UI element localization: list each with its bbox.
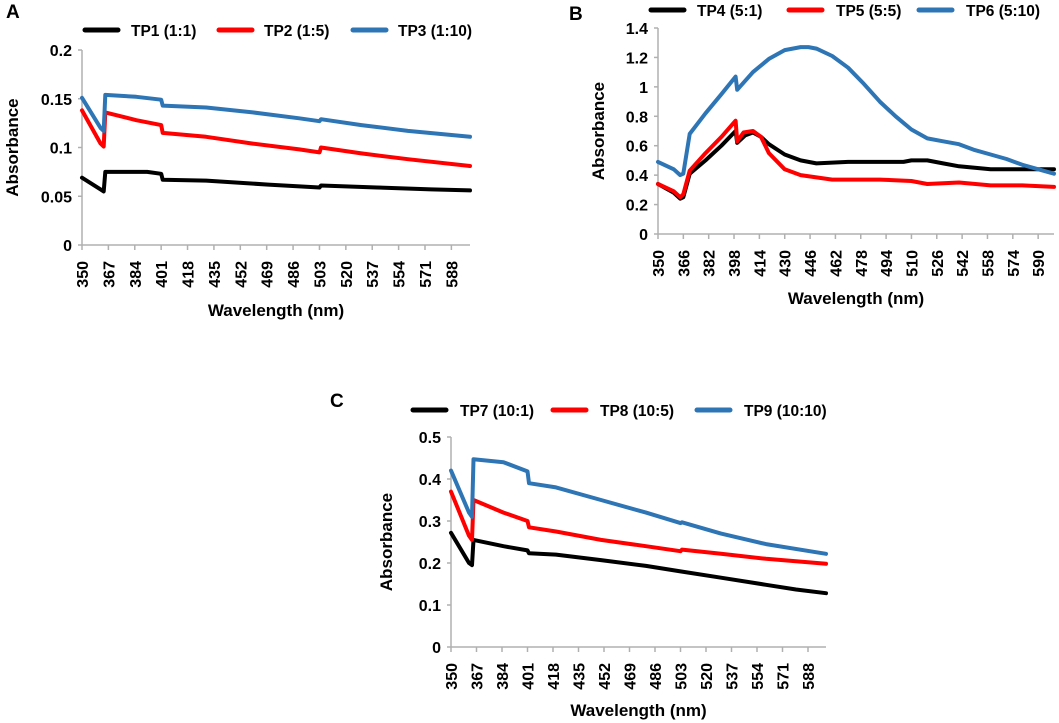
y-axis-title: Absorbance <box>377 493 396 591</box>
legend-label: TP1 (1:1) <box>131 23 196 40</box>
y-axis-title: Absorbance <box>589 82 608 180</box>
x-tick-label: 503 <box>674 663 691 690</box>
x-tick-label: 590 <box>1031 250 1048 277</box>
x-tick-label: 398 <box>727 250 744 277</box>
series-line-tp2 <box>80 108 472 168</box>
x-tick-label: 384 <box>128 261 145 288</box>
chart-panel-a: 0 0.05 0.1 0.15 0.2 350 367 384 401 418 435 452 469 4… <box>3 23 472 320</box>
x-tick-label: 366 <box>676 250 693 277</box>
x-tick-label: 469 <box>623 663 640 690</box>
chart-panel-b: 0 0.2 0.4 0.6 0.8 1 1.2 1.4 350 366 382 398 414 430 44… <box>589 3 1056 308</box>
y-tick-label: 0.2 <box>419 556 441 573</box>
y-tick-label: 0 <box>432 640 441 657</box>
x-tick-label: 558 <box>980 250 997 277</box>
x-tick-label: 418 <box>546 663 563 690</box>
y-tick-label: 0.4 <box>626 168 648 185</box>
y-tick-label: 0 <box>63 238 72 255</box>
x-tick-label: 350 <box>651 250 668 277</box>
legend-label: TP2 (1:5) <box>264 23 329 40</box>
series-line-tp7 <box>449 530 828 596</box>
x-tick-label: 350 <box>444 663 461 690</box>
x-axis-title: Wavelength (nm) <box>570 701 706 720</box>
x-tick-label: 542 <box>955 250 972 277</box>
y-tick-label: 0.1 <box>50 141 72 158</box>
x-tick-label: 526 <box>930 250 947 277</box>
legend-label: TP7 (10:1) <box>460 403 534 420</box>
x-tick-label: 520 <box>699 663 716 690</box>
x-tick-label: 588 <box>801 663 818 690</box>
series-line-tp3 <box>80 92 472 139</box>
y-tick-label: 0.2 <box>50 43 72 60</box>
y-tick-label: 0.2 <box>626 198 648 215</box>
series-line-tp1 <box>80 169 472 194</box>
x-tick-label: 494 <box>879 250 896 277</box>
x-tick-label: 435 <box>207 261 224 288</box>
x-tick-label: 486 <box>648 663 665 690</box>
panel-label-a: A <box>6 2 20 23</box>
series-line-tp4 <box>656 129 1056 201</box>
series-line-tp6 <box>656 45 1056 178</box>
legend-label: TP5 (5:5) <box>836 3 901 20</box>
x-tick-label: 537 <box>365 261 382 288</box>
x-tick-label: 486 <box>286 261 303 288</box>
x-tick-label: 350 <box>75 261 92 288</box>
x-tick-label: 571 <box>418 261 435 288</box>
y-tick-label: 1.4 <box>626 21 648 38</box>
x-tick-label: 367 <box>470 663 487 690</box>
x-tick-label: 554 <box>392 261 409 288</box>
legend-label: TP9 (10:10) <box>744 403 827 420</box>
series-line-tp9 <box>449 457 828 556</box>
y-tick-label: 0.6 <box>626 139 648 156</box>
y-tick-label: 0.15 <box>41 92 72 109</box>
legend-label: TP8 (10:5) <box>600 403 674 420</box>
x-tick-label: 462 <box>828 250 845 277</box>
y-tick-label: 0.1 <box>419 598 441 615</box>
x-tick-label: 469 <box>260 261 277 288</box>
legend-label: TP3 (1:10) <box>398 23 472 40</box>
chart-panel-c: 0 0.1 0.2 0.3 0.4 0.5 350 367 384 401 418 435 452 469… <box>377 403 828 720</box>
y-tick-label: 0.3 <box>419 514 441 531</box>
y-axis-title: Absorbance <box>3 98 22 196</box>
x-axis-title: Wavelength (nm) <box>788 289 924 308</box>
x-tick-label: 510 <box>904 250 921 277</box>
y-tick-label: 0.5 <box>419 430 441 447</box>
y-tick-label: 0.8 <box>626 109 648 126</box>
y-tick-label: 1 <box>639 80 648 97</box>
panel-label-c: C <box>330 391 344 412</box>
y-tick-label: 0.4 <box>419 472 441 489</box>
x-axis-title: Wavelength (nm) <box>208 301 344 320</box>
x-tick-label: 503 <box>312 261 329 288</box>
x-tick-label: 554 <box>750 663 767 690</box>
x-tick-label: 574 <box>1006 250 1023 277</box>
legend-label: TP6 (5:10) <box>966 3 1040 20</box>
series-line-tp8 <box>449 489 828 566</box>
x-tick-label: 588 <box>444 261 461 288</box>
x-tick-label: 478 <box>854 250 871 277</box>
series-line-tp5 <box>656 118 1056 200</box>
legend-label: TP4 (5:1) <box>697 3 762 20</box>
x-tick-label: 367 <box>101 261 118 288</box>
x-tick-label: 401 <box>154 261 171 288</box>
x-tick-label: 384 <box>495 663 512 690</box>
x-tick-label: 452 <box>233 261 250 288</box>
x-tick-label: 452 <box>597 663 614 690</box>
y-tick-label: 1.2 <box>626 50 648 67</box>
x-tick-label: 520 <box>339 261 356 288</box>
x-tick-label: 446 <box>803 250 820 277</box>
x-tick-label: 435 <box>572 663 589 690</box>
x-tick-label: 537 <box>725 663 742 690</box>
panel-label-b: B <box>569 4 583 25</box>
x-tick-label: 571 <box>776 663 793 690</box>
y-tick-label: 0.05 <box>41 189 72 206</box>
x-tick-label: 401 <box>521 663 538 690</box>
x-tick-label: 382 <box>702 250 719 277</box>
x-tick-label: 418 <box>181 261 198 288</box>
x-tick-label: 430 <box>778 250 795 277</box>
x-tick-label: 414 <box>752 250 769 277</box>
y-tick-label: 0 <box>639 227 648 244</box>
